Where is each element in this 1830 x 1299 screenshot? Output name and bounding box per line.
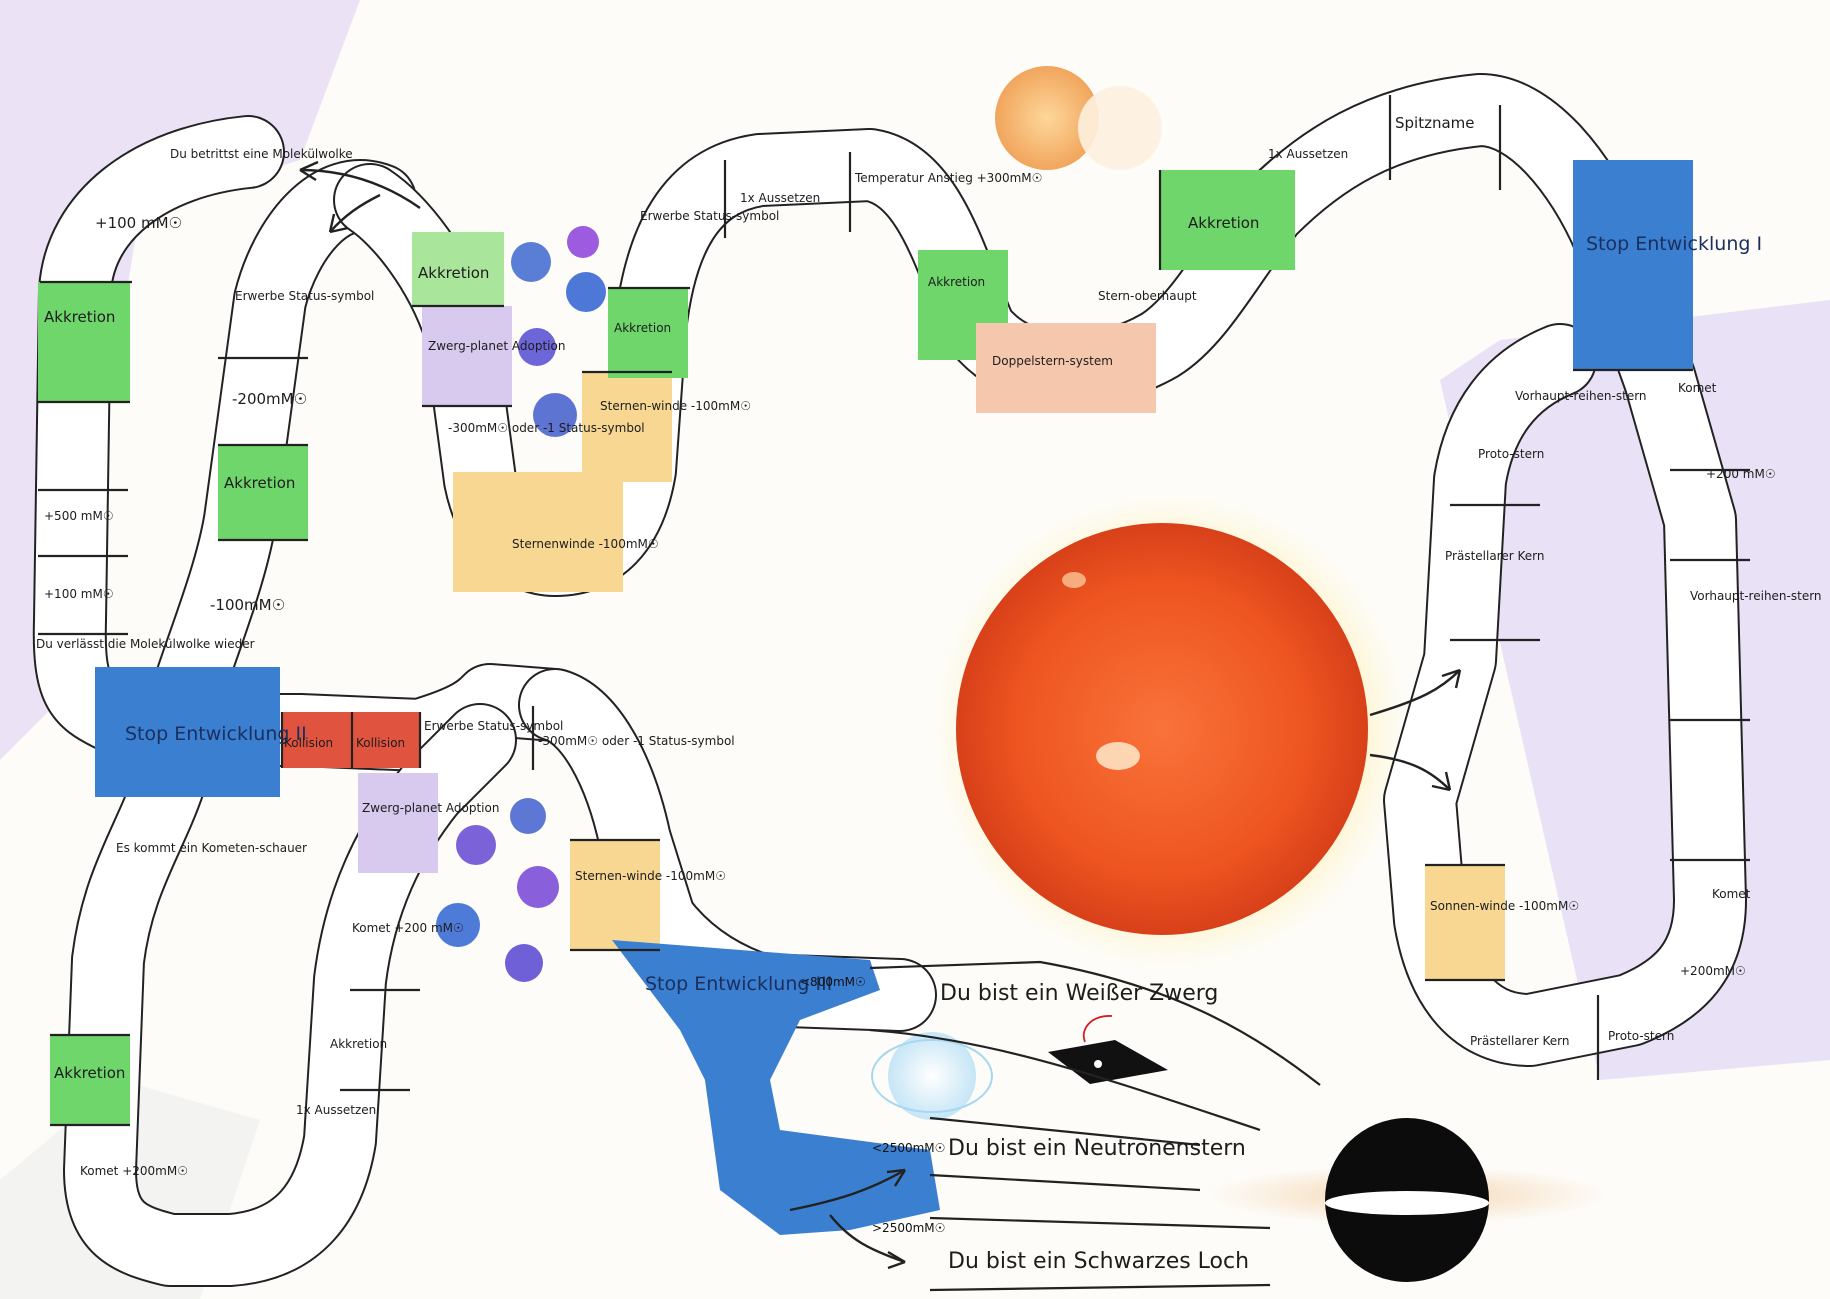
field-44: Kollision [356, 736, 405, 750]
field-51: 1x Aussetzen [296, 1103, 376, 1117]
planet-icon-group [436, 226, 606, 982]
field-25: Akkretion [928, 275, 985, 289]
arrow-icon [299, 160, 1462, 1270]
field-15: -100mM☉ [210, 596, 285, 614]
field-50: Akkretion [330, 1037, 387, 1051]
small-sun-icon [995, 66, 1162, 170]
field-labels: Du betrittst eine Molekülwolke +100 mM☉ … [36, 114, 1822, 1178]
colored-fields [38, 160, 1693, 1235]
field-13: -200mM☉ [232, 390, 307, 408]
field-8: Stop Entwicklung II [125, 723, 307, 745]
field-23: 1x Aussetzen [740, 191, 820, 205]
field-18: -300mM☉ oder -1 Status-symbol [448, 421, 645, 435]
threshold-3: >2500mM☉ [872, 1221, 945, 1235]
field-2: +100 mM☉ [95, 214, 182, 232]
field-6: +100 mM☉ [44, 587, 114, 601]
field-31: Stop Entwicklung I [1586, 233, 1762, 255]
field-19: Sternenwinde -100mM☉ [512, 537, 659, 551]
field-40: Proto-stern [1608, 1029, 1674, 1043]
field-38: Komet [1712, 887, 1751, 901]
field-11: Komet +200mM☉ [80, 1164, 188, 1178]
field-29: 1x Aussetzen [1268, 147, 1348, 161]
field-9: Es kommt ein Kometen-schauer [116, 841, 307, 855]
field-separators [38, 95, 1750, 1127]
field-41: Prästellarer Kern [1470, 1034, 1569, 1048]
field-12: Erwerbe Status-symbol [235, 289, 374, 303]
field-37: Vorhaupt-reihen-stern [1690, 589, 1822, 603]
field-5: +500 mM☉ [44, 509, 114, 523]
ending-lanes [869, 960, 1321, 1292]
field-20: Sternen-winde -100mM☉ [600, 399, 751, 413]
field-52: Stop Entwicklung III [645, 973, 832, 995]
field-10: Akkretion [54, 1064, 125, 1082]
field-14: Akkretion [224, 474, 295, 492]
ending-white-dwarf: Du bist ein Weißer Zwerg [940, 981, 1218, 1006]
ending-black-hole: Du bist ein Schwarzes Loch [948, 1249, 1249, 1274]
field-1: Du betrittst eine Molekülwolke [170, 147, 353, 161]
field-7: Du verlässt die Molekülwolke wieder [36, 637, 255, 651]
field-33: Proto-stern [1478, 447, 1544, 461]
field-21: Akkretion [614, 321, 671, 335]
neutron-star-icon [871, 1032, 993, 1120]
field-17: Zwerg-planet Adoption [428, 339, 565, 353]
field-46: -300mM☉ oder -1 Status-symbol [538, 734, 735, 748]
threshold-2: <2500mM☉ [872, 1141, 945, 1155]
field-47: Zwerg-planet Adoption [362, 801, 499, 815]
white-dwarf-icon [1048, 1040, 1168, 1084]
field-49: Komet +200 mM☉ [352, 921, 464, 935]
field-3: Akkretion [44, 308, 115, 326]
field-27: Stern-oberhaupt [1098, 289, 1197, 303]
field-34: Prästellarer Kern [1445, 549, 1544, 563]
field-48: Sternen-winde -100mM☉ [575, 869, 726, 883]
field-22: Erwerbe Status-symbol [640, 209, 779, 223]
field-43: Kollision [284, 736, 333, 750]
black-hole-icon [1207, 1118, 1607, 1282]
field-45: Erwerbe Status-symbol [424, 719, 563, 733]
field-24: Temperatur Anstieg +300mM☉ [854, 171, 1042, 185]
field-32: Vorhaupt-reihen-stern [1515, 389, 1647, 403]
threshold-1: <800mM☉ [800, 975, 866, 989]
sun-icon [930, 491, 1410, 971]
field-39: +200mM☉ [1680, 964, 1746, 978]
field-26: Doppelstern-system [992, 354, 1113, 368]
field-28: Akkretion [1188, 214, 1259, 232]
field-42: Sonnen-winde -100mM☉ [1430, 899, 1579, 913]
field-16: Akkretion [418, 264, 489, 282]
field-35: Komet [1678, 381, 1717, 395]
field-36: +200 mM☉ [1706, 467, 1776, 481]
threshold-labels: <800mM☉ <2500mM☉ >2500mM☉ [800, 975, 945, 1235]
ending-labels: Du bist ein Weißer Zwerg Du bist ein Neu… [940, 981, 1249, 1274]
ending-neutron-star: Du bist ein Neutronenstern [948, 1136, 1246, 1161]
field-30: Spitzname [1395, 114, 1475, 132]
